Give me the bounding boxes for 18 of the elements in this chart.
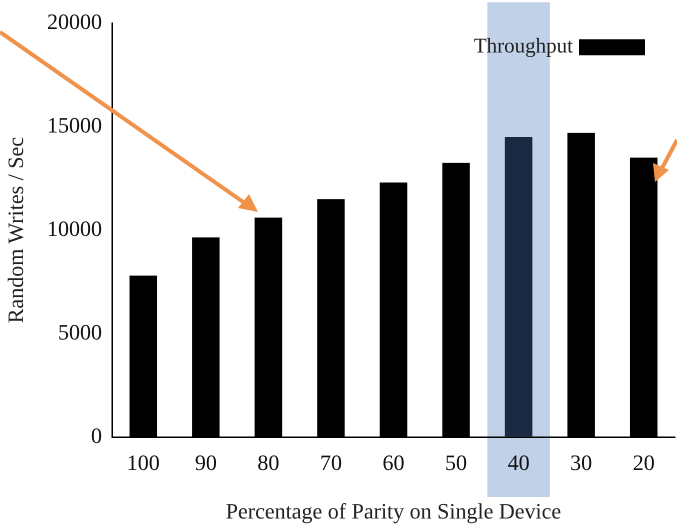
y-tick-label: 10000 (47, 216, 102, 241)
x-tick-label: 80 (257, 450, 280, 475)
y-tick-label: 20000 (47, 8, 102, 34)
x-tick-label: 30 (570, 450, 592, 475)
x-tick-label: 90 (194, 450, 217, 475)
x-axis-title: Percentage of Parity on Single Device (226, 498, 562, 524)
bar (504, 136, 532, 437)
legend-label: Throughput (474, 34, 574, 58)
x-tick-label: 20 (632, 450, 655, 475)
y-tick-label: 15000 (47, 112, 102, 138)
x-tick-label: 100 (126, 450, 160, 475)
x-tick-label: 40 (508, 450, 530, 475)
y-axis-title: Random Writes / Sec (2, 136, 28, 324)
y-tick-label: 0 (91, 422, 102, 448)
x-tick-label: 50 (445, 450, 468, 475)
x-tick-label: 70 (320, 450, 342, 475)
y-tick-label: 5000 (58, 319, 102, 344)
x-tick-label: 60 (382, 450, 404, 475)
